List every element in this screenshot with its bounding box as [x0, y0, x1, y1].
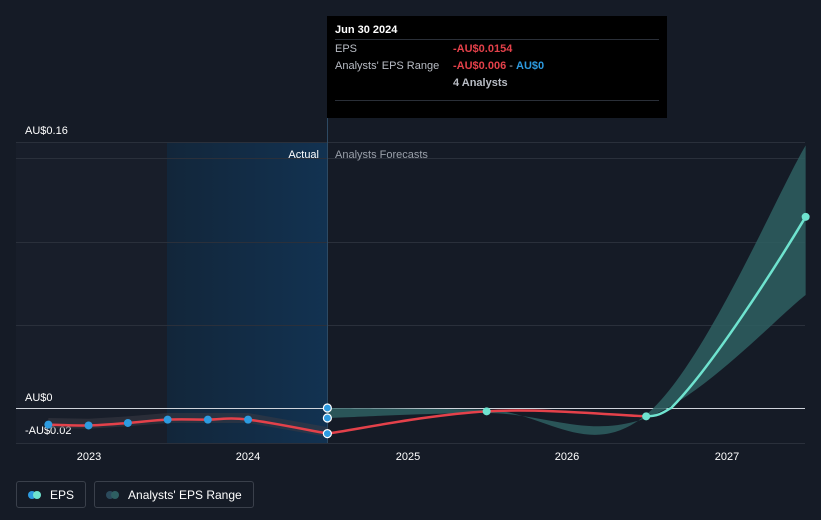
range-high-point [322, 403, 332, 413]
legend-eps-toggle[interactable]: EPS [16, 481, 87, 508]
past-region-shade [16, 142, 167, 443]
tooltip-range-high: AU$0 [516, 59, 545, 72]
tooltip-eps-label: EPS [335, 42, 358, 55]
x-tick-label: 2024 [236, 451, 260, 463]
eps-forecast-point [801, 212, 810, 221]
chart-legend: EPS Analysts' EPS Range [16, 481, 254, 508]
data-tooltip: Jun 30 2024 EPS -AU$0.0154 Analysts' EPS… [327, 16, 667, 118]
range-legend-icon [106, 490, 120, 499]
eps-actual-point [84, 421, 93, 430]
tooltip-range-label: Analysts' EPS Range [335, 59, 440, 72]
actual-region-label: Actual [288, 149, 319, 161]
forecast-range-area [327, 145, 806, 435]
eps-actual-point [123, 418, 132, 427]
tooltip-divider [335, 100, 659, 101]
actual-range-area [48, 412, 328, 437]
tooltip-eps-row: EPS -AU$0.0154 [335, 39, 659, 57]
x-tick-label: 2025 [396, 451, 420, 463]
tooltip-range-sep: - [509, 59, 513, 72]
x-tick-label: 2026 [555, 451, 579, 463]
x-tick-label: 2023 [77, 451, 101, 463]
eps-forecast-line-positive [646, 216, 807, 418]
tooltip-eps-value: -AU$0.0154 [453, 42, 513, 55]
highlight-band [167, 142, 327, 443]
tooltip-date: Jun 30 2024 [335, 24, 398, 36]
tooltip-range-row: Analysts' EPS Range -AU$0.006 - AU$0 [335, 57, 659, 74]
forecast-region-label: Analysts Forecasts [335, 149, 428, 161]
x-axis-labels: 2023 2024 2025 2026 2027 [77, 451, 739, 463]
eps-selected-point [322, 429, 332, 439]
eps-legend-icon [28, 490, 42, 499]
eps-actual-point [44, 420, 53, 429]
eps-actual-point [163, 415, 172, 424]
legend-eps-label: EPS [50, 487, 75, 502]
eps-forecast-point [642, 412, 651, 421]
legend-range-label: Analysts' EPS Range [128, 487, 242, 502]
tooltip-range-low: -AU$0.006 [453, 59, 507, 72]
x-tick-label: 2027 [715, 451, 739, 463]
eps-actual-point [244, 415, 253, 424]
range-low-point [322, 413, 332, 423]
y-tick-label-zero: AU$0 [25, 392, 53, 404]
tooltip-analysts-row: 4 Analysts [335, 74, 659, 91]
legend-range-toggle[interactable]: Analysts' EPS Range [94, 481, 254, 508]
y-tick-label-top: AU$0.16 [25, 125, 68, 137]
eps-forecast-point [482, 407, 491, 416]
eps-actual-point [203, 415, 212, 424]
tooltip-analysts-count: 4 Analysts [453, 76, 508, 89]
eps-points [44, 212, 810, 439]
gridlines [16, 142, 805, 444]
